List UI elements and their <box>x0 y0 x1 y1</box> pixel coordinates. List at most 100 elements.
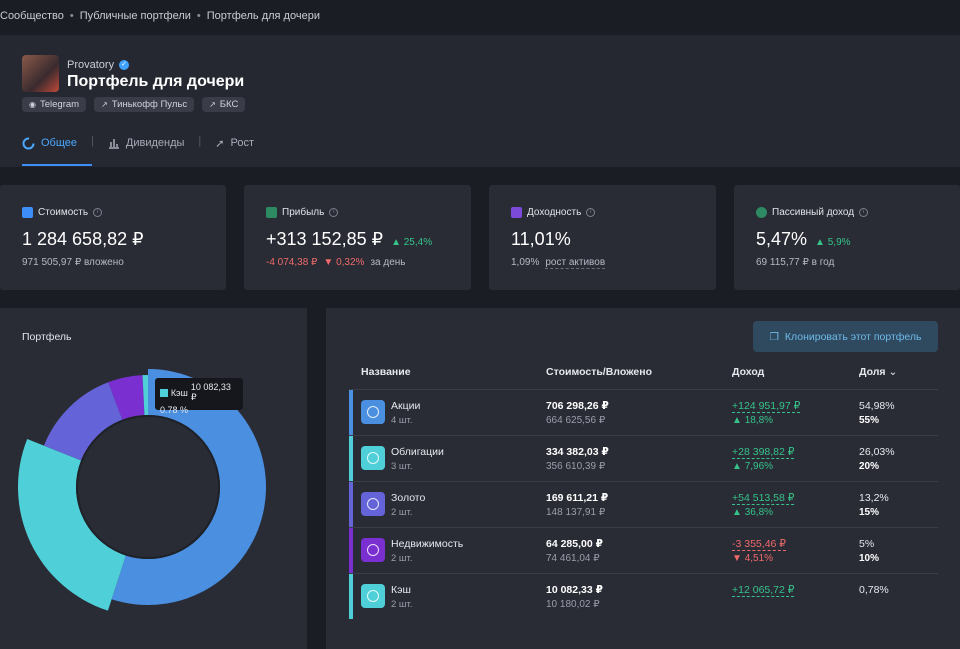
breadcrumb-community[interactable]: Сообщество <box>0 10 64 22</box>
asset-invested: 148 137,91 ₽ <box>546 507 606 518</box>
asset-class-icon <box>361 492 385 516</box>
asset-invested: 74 461,04 ₽ <box>546 553 600 564</box>
asset-count: 4 шт. <box>391 415 413 426</box>
clone-label: Клонировать этот портфель <box>784 330 922 343</box>
info-icon[interactable]: i <box>586 208 596 217</box>
donut-slice-4[interactable] <box>142 375 148 416</box>
asset-income[interactable]: +28 398,82 ₽ <box>732 446 795 459</box>
social-links: ◉ Telegram ↗ Тинькофф Пульс ↗ БКС <box>22 97 246 112</box>
asset-value: 169 611,21 ₽ <box>546 492 609 504</box>
asset-target-share: 20% <box>859 461 880 472</box>
asset-invested: 356 610,39 ₽ <box>546 461 606 472</box>
asset-count: 2 шт. <box>391 553 413 564</box>
clone-portfolio-button[interactable]: ❐ Клонировать этот портфель <box>753 321 938 352</box>
asset-share: 13,2% <box>859 492 889 504</box>
asset-share: 0,78% <box>859 584 889 596</box>
asset-income-pct: ▲ 7,96% <box>732 461 774 472</box>
donut-slice-3[interactable] <box>108 375 145 420</box>
bar-chart-icon <box>108 139 119 149</box>
table-row[interactable]: Акции 4 шт. 706 298,26 ₽ 664 625,56 ₽ +124 9… <box>349 389 938 435</box>
asset-value: 706 298,26 ₽ <box>546 400 609 412</box>
invested-text: 971 505,97 ₽ вложено <box>22 257 124 268</box>
asset-class-icon <box>361 446 385 470</box>
tooltip-swatch <box>160 388 168 397</box>
asset-target-share: 10% <box>859 553 880 564</box>
passive-change-pct: 5,9% <box>827 237 851 248</box>
asset-income[interactable]: +124 951,97 ₽ <box>732 400 801 413</box>
asset-target-share: 55% <box>859 415 880 426</box>
asset-income-pct: ▲ 18,8% <box>732 415 774 426</box>
donut-slice-1[interactable] <box>17 439 129 611</box>
row-color-bar <box>349 390 353 435</box>
portfolio-title: Портфель <box>22 331 72 343</box>
asset-target-share: 15% <box>859 507 880 518</box>
day-change-pct: ▼ 0,32% <box>323 257 365 268</box>
card-label: Прибыль i <box>266 207 339 218</box>
annual-income-text: 69 115,77 ₽ в год <box>756 257 835 268</box>
row-color-bar <box>349 528 353 573</box>
asset-class-icon <box>361 584 385 608</box>
info-icon[interactable]: i <box>93 208 103 217</box>
day-change-value: -4 074,38 ₽ <box>266 257 318 268</box>
asset-growth-value: 1,09% <box>511 257 540 268</box>
asset-income[interactable]: +54 513,58 ₽ <box>732 492 795 505</box>
asset-income-pct: ▼ 4,51% <box>732 553 774 564</box>
chart-tooltip: Кэш 10 082,33 ₽ 0.78 % <box>155 378 243 415</box>
calendar-icon <box>511 207 522 218</box>
asset-name: Золото <box>391 492 426 504</box>
income-pct-value: 18,8% <box>744 415 774 426</box>
portfolio-donut-chart[interactable] <box>0 349 307 649</box>
tab-growth[interactable]: ➚ Рост <box>215 135 254 151</box>
tab-label: Общее <box>41 137 78 149</box>
header-income[interactable]: Доход <box>732 366 765 378</box>
tab-general[interactable]: Общее <box>22 135 77 151</box>
info-icon[interactable]: i <box>859 208 869 217</box>
table-row[interactable]: Кэш 2 шт. 10 082,33 ₽ 10 180,02 ₽ +12 065,72… <box>349 573 938 619</box>
link-label: Тинькофф Пульс <box>111 99 188 110</box>
tooltip-value: 10 082,33 ₽ <box>190 382 231 402</box>
card-label-text: Пассивный доход <box>772 207 855 218</box>
asset-count: 3 шт. <box>391 461 413 472</box>
donut-slice-2[interactable] <box>43 382 123 461</box>
holdings-panel <box>326 308 960 649</box>
asset-growth-label[interactable]: рост активов <box>545 257 606 269</box>
day-change-pct-value: 0,32% <box>336 257 365 268</box>
tabs: Общее | Дивиденды | ➚ Рост <box>22 135 254 151</box>
card-label: Пассивный доход i <box>756 207 869 218</box>
asset-income-pct: ▲ 36,8% <box>732 507 774 518</box>
breadcrumb: Сообщество • Публичные портфели • Портфе… <box>0 10 320 22</box>
table-row[interactable]: Золото 2 шт. 169 611,21 ₽ 148 137,91 ₽ +54 5… <box>349 481 938 527</box>
asset-income[interactable]: +12 065,72 ₽ <box>732 584 795 597</box>
table-row[interactable]: Недвижимость 2 шт. 64 285,00 ₽ 74 461,04 ₽ -… <box>349 527 938 573</box>
passive-income-card: Пассивный доход i 5,47% ▲ 5,9% 69 115,77 ₽… <box>734 185 960 290</box>
header-name[interactable]: Название <box>361 366 411 378</box>
breadcrumb-public-portfolios[interactable]: Публичные портфели <box>79 10 191 22</box>
breadcrumb-separator: • <box>69 10 74 22</box>
tab-dividends[interactable]: Дивиденды <box>108 135 184 151</box>
header-share[interactable]: Доля ⌄ <box>859 366 897 378</box>
tab-label: Рост <box>230 137 255 149</box>
telegram-link[interactable]: ◉ Telegram <box>22 97 87 112</box>
header-share-label: Доля <box>859 366 886 378</box>
donut-slice-0[interactable] <box>111 369 267 605</box>
row-color-bar <box>349 574 353 619</box>
author: Provatory ✓ <box>67 59 130 71</box>
rocket-icon: ➚ <box>215 137 225 150</box>
bks-link[interactable]: ↗ БКС <box>202 97 246 112</box>
asset-share: 26,03% <box>859 446 895 458</box>
profit-value: +313 152,85 ₽ <box>266 229 384 249</box>
row-color-bar <box>349 482 353 527</box>
avatar[interactable] <box>22 55 59 92</box>
card-label: Доходность i <box>511 207 596 218</box>
info-icon[interactable]: i <box>329 208 339 217</box>
tab-divider: | <box>198 135 202 147</box>
author-name[interactable]: Provatory <box>67 59 115 71</box>
asset-income[interactable]: -3 355,46 ₽ <box>732 538 786 551</box>
asset-count: 2 шт. <box>391 599 413 610</box>
row-color-bar <box>349 436 353 481</box>
passive-change: ▲ 5,9% <box>815 237 851 248</box>
profit-change: ▲ 25,4% <box>391 237 433 248</box>
tinkoff-pulse-link[interactable]: ↗ Тинькофф Пульс <box>94 97 195 112</box>
header-value[interactable]: Стоимость/Вложено <box>546 366 653 378</box>
table-row[interactable]: Облигации 3 шт. 334 382,03 ₽ 356 610,39 ₽ +2… <box>349 435 938 481</box>
